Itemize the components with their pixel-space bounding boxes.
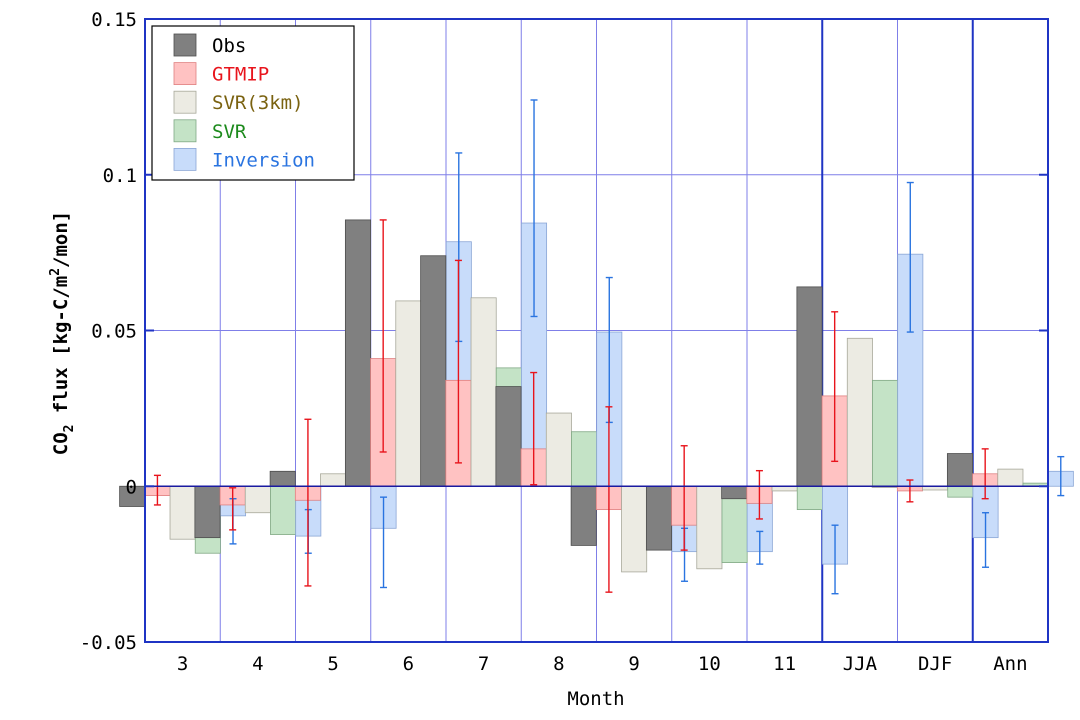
legend-swatch [173, 119, 197, 143]
error-bar-inversion-ann [1057, 455, 1065, 497]
legend: Obs GTMIP SVR(3km) SVR Inversion [151, 25, 355, 181]
bar-svr-djf [947, 485, 974, 498]
error-bar-gtmip-3 [153, 474, 161, 506]
y-tick-label: 0.05 [91, 321, 137, 343]
y-axis-title-subscript: 2 [62, 425, 77, 433]
x-tick-label: 5 [327, 653, 338, 675]
y-tick-label: 0.15 [91, 9, 137, 31]
legend-label: SVR(3km) [212, 92, 304, 114]
x-tick-label: JJA [843, 653, 878, 675]
y-tick-label: -0.05 [80, 632, 137, 654]
bar-svr-8 [571, 431, 598, 487]
axis-layer: -0.05 0 0.05 0.1 0.15 3 4 5 6 7 8 9 10 11 JJA DJF Ann [80, 9, 1049, 675]
error-bar-gtmip-jja [831, 311, 839, 463]
x-tick-label: Ann [993, 653, 1027, 675]
legend-swatch [173, 33, 197, 57]
y-axis-title-part: /mon] [50, 211, 72, 268]
x-tick-label: DJF [918, 653, 952, 675]
legend-label: Obs [212, 35, 246, 57]
legend-item-svr: SVR [173, 119, 247, 143]
x-tick-label: 9 [628, 653, 639, 675]
bar-obs-jja [796, 286, 823, 487]
bar-svr-3km--10 [696, 485, 723, 570]
x-tick-label: 3 [177, 653, 188, 675]
bar-svr-jja [872, 379, 899, 487]
x-tick-label: 8 [553, 653, 564, 675]
bar-obs-11 [721, 485, 748, 500]
error-bar-gtmip-9 [605, 406, 613, 593]
error-bars-layer [153, 99, 1065, 595]
legend-label: Inversion [212, 149, 315, 171]
y-axis-title-part: flux [kg-C/m [50, 276, 72, 425]
legend-swatch [173, 62, 197, 85]
legend-item-inversion: Inversion [173, 147, 315, 171]
bar-obs-7 [420, 255, 447, 487]
error-bar-inversion-djf [982, 512, 990, 568]
error-bar-gtmip-10 [680, 445, 688, 551]
x-tick-label: 10 [698, 653, 721, 675]
x-axis-title: Month [567, 688, 624, 710]
error-bar-inversion-7 [530, 99, 538, 318]
bar-svr-3km--8 [545, 412, 572, 487]
y-axis-title-superscript: 2 [48, 268, 63, 276]
error-bar-gtmip-5 [304, 418, 312, 587]
bar-svr-3km--3 [169, 485, 196, 540]
x-tick-label: 4 [252, 653, 263, 675]
y-tick-label: 0.1 [103, 165, 137, 187]
legend-swatch [173, 147, 197, 171]
bar-svr-3km--4 [244, 485, 271, 514]
bar-svr-3km--5 [320, 473, 347, 487]
bar-obs-ann [946, 453, 973, 487]
error-bar-gtmip-8 [530, 371, 538, 486]
error-bar-gtmip-4 [229, 487, 237, 531]
legend-item-obs: Obs [173, 33, 246, 57]
error-bar-gtmip-6 [379, 219, 387, 453]
error-bar-inversion-jja [906, 181, 914, 333]
bar-svr-3km--6 [395, 300, 422, 487]
error-bar-inversion-10 [756, 530, 764, 565]
error-bar-gtmip-7 [454, 259, 462, 464]
error-bar-gtmip-11 [755, 469, 763, 520]
legend-item-gtmip: GTMIP [173, 62, 269, 86]
error-bar-inversion-5 [380, 496, 388, 589]
error-bar-gtmip-djf [906, 479, 914, 503]
bar-svr-3km--jja [846, 337, 873, 487]
bar-svr-3km--9 [621, 485, 648, 573]
legend-label: SVR [212, 121, 247, 143]
bar-svr-4 [270, 485, 297, 535]
x-tick-label: 7 [478, 653, 489, 675]
legend-swatch [173, 90, 197, 114]
bar-svr-11 [796, 485, 823, 511]
legend-label: GTMIP [212, 64, 269, 86]
bar-obs-4 [194, 485, 221, 539]
y-tick-label: 0 [126, 476, 137, 498]
error-bar-inversion-11 [831, 524, 839, 595]
bar-svr-3km--7 [470, 297, 497, 487]
y-axis-title: CO2 flux [kg-C/m2/mon] [48, 211, 77, 455]
bar-obs-6 [344, 219, 371, 487]
bar-obs-9 [570, 485, 597, 546]
x-tick-label: 6 [403, 653, 414, 675]
bar-svr-3km--ann [997, 468, 1024, 487]
x-tick-label: 11 [773, 653, 796, 675]
bar-obs-10 [645, 485, 672, 551]
bar-obs-5 [269, 470, 296, 487]
legend-item-svr-3km-: SVR(3km) [173, 90, 304, 114]
y-axis-title-part: CO [50, 432, 72, 455]
bar-obs-8 [495, 386, 522, 487]
error-bar-gtmip-ann [981, 448, 989, 500]
